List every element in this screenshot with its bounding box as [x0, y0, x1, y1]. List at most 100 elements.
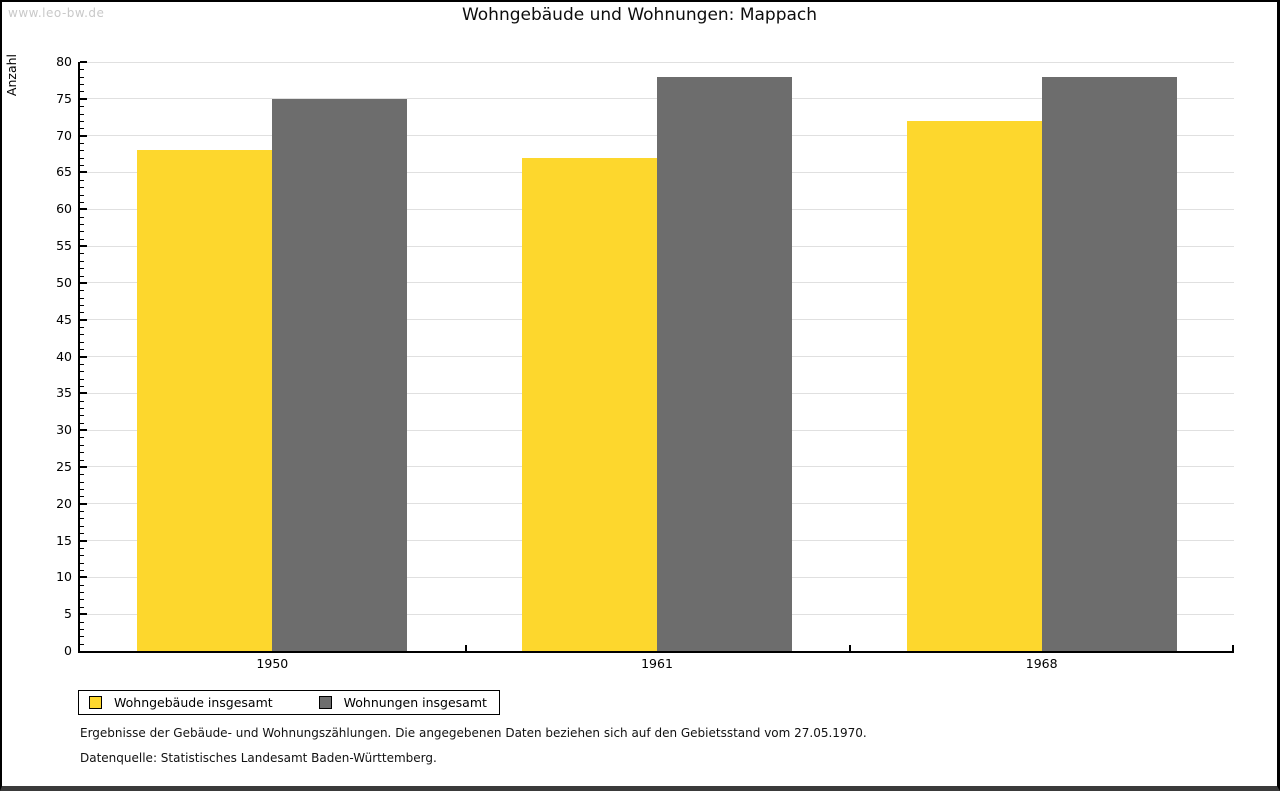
- footnote-datenquelle: Datenquelle: Statistisches Landesamt Bad…: [80, 751, 437, 765]
- y-minor-tick: [80, 275, 84, 277]
- watermark: www.leo-bw.de: [8, 6, 105, 20]
- y-minor-tick: [80, 452, 84, 454]
- footnote-gebietsstand: Ergebnisse der Gebäude- und Wohnungszähl…: [80, 726, 867, 740]
- y-minor-tick: [80, 290, 84, 292]
- y-tick-label: 60: [56, 201, 72, 217]
- legend-item-wohngebaeude: Wohngebäude insgesamt: [89, 695, 273, 710]
- y-tick-label: 5: [64, 606, 72, 622]
- y-minor-tick: [80, 349, 84, 351]
- y-minor-tick: [80, 341, 84, 343]
- legend-label: Wohngebäude insgesamt: [114, 695, 273, 710]
- y-minor-tick: [80, 400, 84, 402]
- y-minor-tick: [80, 444, 84, 446]
- y-minor-tick: [80, 437, 84, 439]
- y-minor-tick: [80, 415, 84, 417]
- y-major-tick: [80, 208, 87, 211]
- y-minor-tick: [80, 555, 84, 557]
- x-axis-tick: [849, 645, 852, 651]
- y-minor-tick: [80, 231, 84, 233]
- y-major-tick: [80, 97, 87, 100]
- y-tick-label: 45: [56, 311, 72, 327]
- y-minor-tick: [80, 363, 84, 365]
- y-minor-tick: [80, 371, 84, 373]
- y-minor-tick: [80, 150, 84, 152]
- y-minor-tick: [80, 142, 84, 144]
- y-minor-tick: [80, 268, 84, 270]
- y-minor-tick: [80, 120, 84, 122]
- y-minor-tick: [80, 570, 84, 571]
- y-major-tick: [80, 134, 87, 137]
- y-minor-tick: [80, 547, 84, 549]
- y-minor-tick: [80, 511, 84, 513]
- y-major-tick: [80, 61, 87, 63]
- bar-0-1961: [522, 157, 657, 651]
- y-minor-tick: [80, 518, 84, 520]
- y-major-tick: [80, 429, 87, 432]
- y-tick-label: 65: [56, 164, 72, 180]
- bar-1-1968: [1041, 76, 1177, 651]
- y-tick-label: 15: [56, 532, 72, 548]
- y-tick-label: 30: [56, 422, 72, 438]
- y-major-tick: [80, 502, 87, 505]
- y-major-tick: [80, 539, 87, 542]
- y-tick-label: 20: [56, 495, 72, 511]
- y-minor-tick: [80, 584, 84, 586]
- y-axis-title: Anzahl: [4, 54, 19, 97]
- bar-1-1961: [657, 76, 792, 651]
- y-minor-tick: [80, 606, 84, 608]
- y-minor-tick: [80, 422, 84, 424]
- y-minor-tick: [80, 489, 84, 491]
- y-minor-tick: [80, 312, 84, 314]
- y-major-tick: [80, 171, 87, 174]
- y-minor-tick: [80, 76, 84, 78]
- y-major-tick: [80, 245, 87, 248]
- y-minor-tick: [80, 194, 84, 196]
- y-minor-tick: [80, 562, 84, 564]
- y-minor-tick: [80, 253, 84, 255]
- x-tick-label: 1961: [641, 656, 673, 671]
- y-minor-tick: [80, 179, 84, 181]
- y-tick-label: 10: [56, 569, 72, 585]
- y-minor-tick: [80, 496, 84, 498]
- y-major-tick: [80, 613, 87, 616]
- x-tick-label: 1968: [1025, 656, 1058, 671]
- y-major-tick: [80, 576, 87, 579]
- y-minor-tick: [80, 628, 84, 630]
- y-tick-label: 35: [56, 385, 72, 401]
- y-minor-tick: [80, 297, 84, 299]
- y-tick-label: 50: [56, 274, 72, 290]
- y-minor-tick: [80, 533, 84, 535]
- y-minor-tick: [80, 157, 84, 159]
- y-minor-tick: [80, 69, 84, 71]
- y-minor-tick: [80, 592, 84, 594]
- y-minor-tick: [80, 238, 84, 240]
- y-minor-tick: [80, 84, 84, 86]
- y-major-tick: [80, 355, 87, 358]
- y-major-tick: [80, 392, 87, 395]
- y-minor-tick: [80, 91, 84, 93]
- y-tick-label: 55: [56, 238, 72, 254]
- y-tick-label: 75: [56, 90, 72, 106]
- legend-item-wohnungen: Wohnungen insgesamt: [318, 695, 487, 710]
- y-tick-label: 40: [56, 348, 72, 364]
- legend-label: Wohnungen insgesamt: [343, 695, 487, 710]
- y-minor-tick: [80, 481, 84, 483]
- y-tick-label: 80: [56, 54, 72, 69]
- y-minor-tick: [80, 201, 84, 203]
- y-minor-tick: [80, 474, 84, 476]
- plot-area: 0 5 10 15 20 25 30 35 40 45 50 55 60 65 70 75 80 1950 1961…: [56, 54, 1234, 671]
- legend: Wohngebäude insgesamt Wohnungen insgesam…: [78, 690, 500, 715]
- y-minor-tick: [80, 643, 84, 645]
- y-tick-label: 0: [64, 643, 72, 658]
- y-minor-tick: [80, 327, 84, 329]
- legend-swatch-gray: [318, 696, 332, 709]
- y-major-tick: [80, 281, 87, 284]
- bar-1-1950: [272, 98, 408, 651]
- legend-swatch-yellow: [89, 696, 102, 709]
- y-minor-tick: [80, 459, 84, 461]
- y-minor-tick: [80, 636, 84, 638]
- y-minor-tick: [80, 304, 84, 306]
- y-tick-label: 25: [56, 458, 72, 474]
- y-major-tick: [80, 318, 87, 321]
